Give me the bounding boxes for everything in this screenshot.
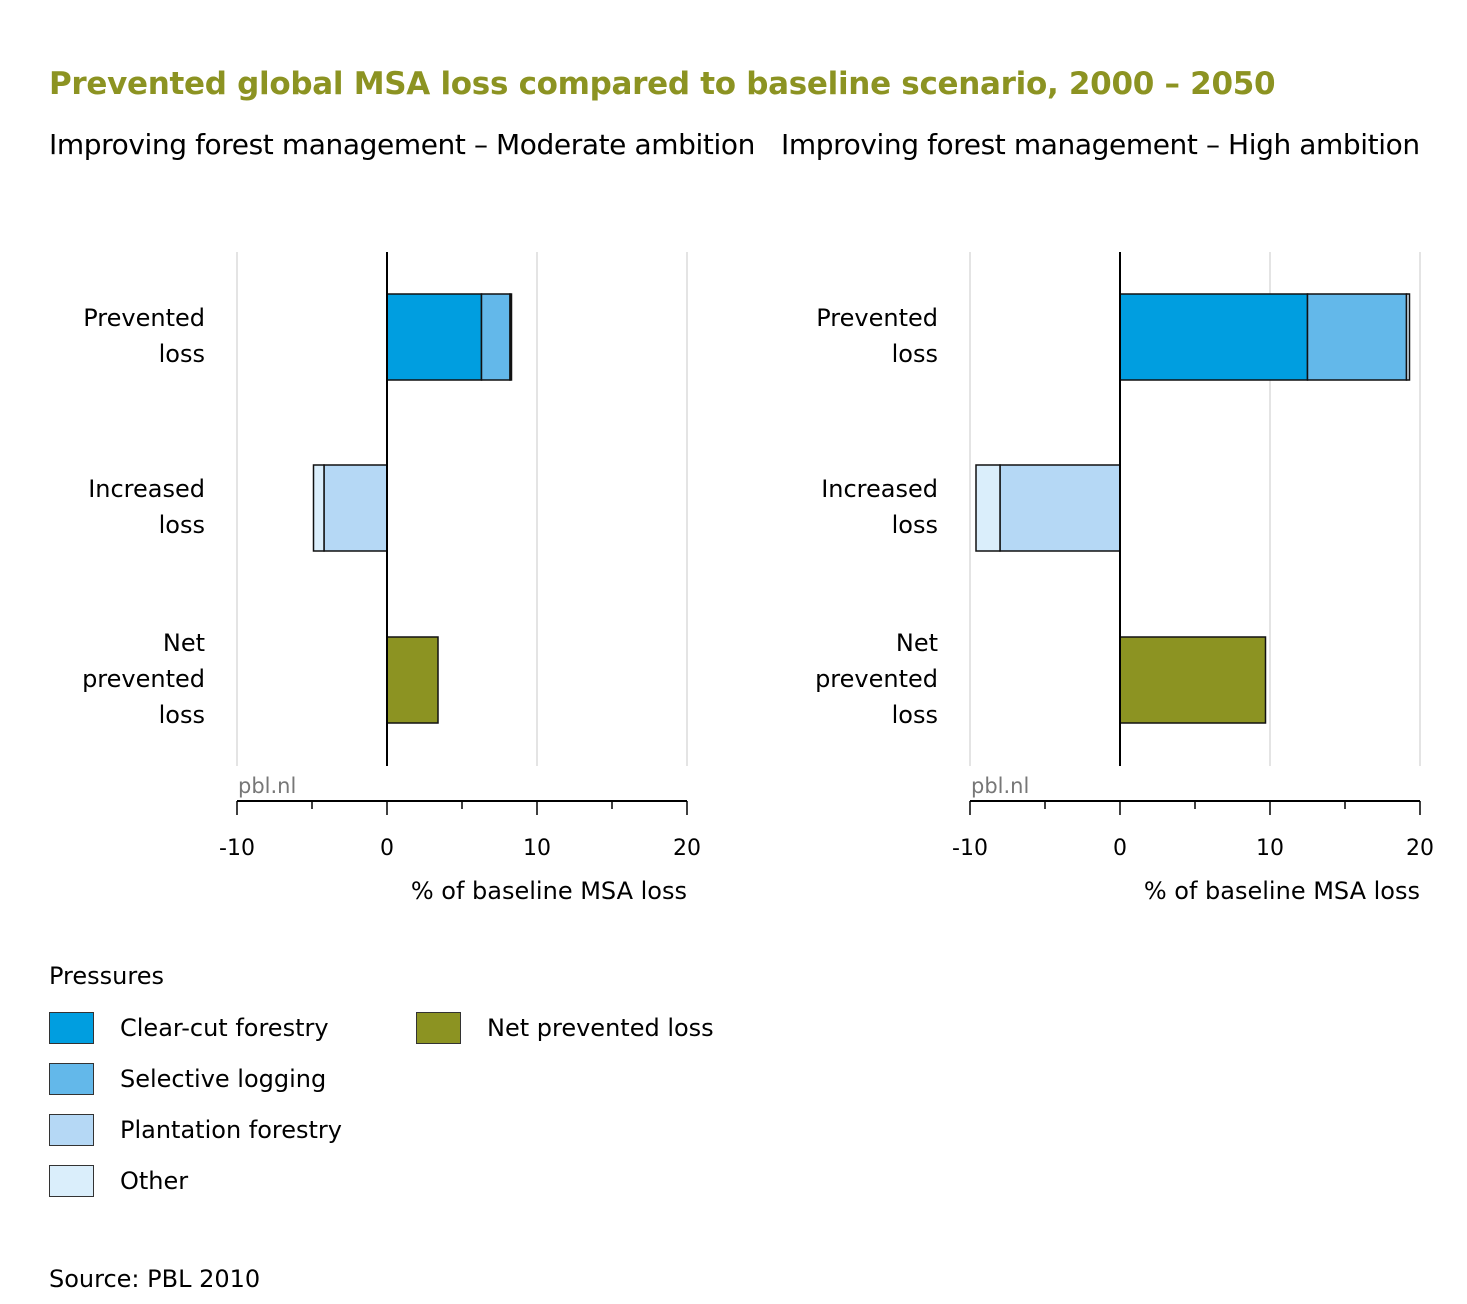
category-label: Increased loss <box>821 475 938 539</box>
category-label: Prevented loss <box>816 304 938 368</box>
bar-clear-cut-forestry <box>386 293 483 381</box>
legend-swatch-selective-logging <box>49 1063 94 1095</box>
legend-label: Selective logging <box>120 1065 327 1093</box>
legend-title: Pressures <box>49 962 164 990</box>
bar-other <box>1405 293 1411 381</box>
x-axis-label: % of baseline MSA loss <box>411 877 687 905</box>
legend-label: Other <box>120 1167 189 1195</box>
x-tick-label: 20 <box>1406 836 1434 861</box>
bar-other <box>312 464 325 552</box>
category-label-line: loss <box>892 340 938 368</box>
legend-swatch-clear-cut-forestry <box>49 1012 94 1044</box>
category-label-line: Net <box>896 629 938 657</box>
bar-plantation-forestry <box>999 464 1121 552</box>
legend-item-other: Other <box>49 1164 188 1198</box>
category-label-line: loss <box>159 340 205 368</box>
category-label-line: Net <box>163 629 205 657</box>
legend-item-selective-logging: Selective logging <box>49 1062 326 1096</box>
category-label-line: loss <box>159 511 205 539</box>
source-note: Source: PBL 2010 <box>49 1265 261 1293</box>
legend-label: Net prevented loss <box>487 1014 714 1042</box>
legend-label: Clear-cut forestry <box>120 1014 329 1042</box>
bar-net-prevented-loss <box>1119 636 1267 724</box>
bar-selective-logging <box>1306 293 1408 381</box>
category-label: Increased loss <box>88 475 205 539</box>
category-label: Net prevented loss <box>82 629 205 729</box>
chart-title: Prevented global MSA loss compared to ba… <box>49 66 1276 102</box>
x-tick-label: 10 <box>523 836 551 861</box>
right-chart-subtitle: Improving forest management – High ambit… <box>781 128 1420 161</box>
category-label: Prevented loss <box>83 304 205 368</box>
x-axis-label: % of baseline MSA loss <box>1144 877 1420 905</box>
bar-plantation-forestry <box>323 464 388 552</box>
category-label-line: loss <box>892 701 938 729</box>
bar-net-prevented-loss <box>386 636 439 724</box>
category-label-line: prevented <box>815 665 938 693</box>
legend-swatch-plantation-forestry <box>49 1114 94 1146</box>
category-label-line: loss <box>159 701 205 729</box>
category-label-line: Increased <box>88 475 205 503</box>
x-tick-label: 0 <box>380 836 394 861</box>
bar-clear-cut-forestry <box>1119 293 1309 381</box>
category-label-line: Prevented <box>83 304 205 332</box>
bar-other <box>975 464 1001 552</box>
legend-item-net-prevented-loss: Net prevented loss <box>416 1011 714 1045</box>
legend-label: Plantation forestry <box>120 1116 342 1144</box>
legend-swatch-other <box>49 1165 94 1197</box>
category-label-line: prevented <box>82 665 205 693</box>
x-tick-label: 10 <box>1256 836 1284 861</box>
category-label: Net prevented loss <box>815 629 938 729</box>
x-tick-label: 20 <box>673 836 701 861</box>
legend-item-plantation-forestry: Plantation forestry <box>49 1113 342 1147</box>
legend-item-clear-cut-forestry: Clear-cut forestry <box>49 1011 329 1045</box>
left-chart-subtitle: Improving forest management – Moderate a… <box>49 128 755 161</box>
watermark: pbl.nl <box>971 774 1029 798</box>
bar-selective-logging <box>480 293 511 381</box>
category-label-line: loss <box>892 511 938 539</box>
bar-other <box>509 293 513 381</box>
x-tick-label: -10 <box>219 836 255 861</box>
category-label-line: Increased <box>821 475 938 503</box>
legend-swatch-net-prevented-loss <box>416 1012 461 1044</box>
x-tick-label: 0 <box>1113 836 1127 861</box>
x-tick-label: -10 <box>952 836 988 861</box>
watermark: pbl.nl <box>238 774 296 798</box>
category-label-line: Prevented <box>816 304 938 332</box>
